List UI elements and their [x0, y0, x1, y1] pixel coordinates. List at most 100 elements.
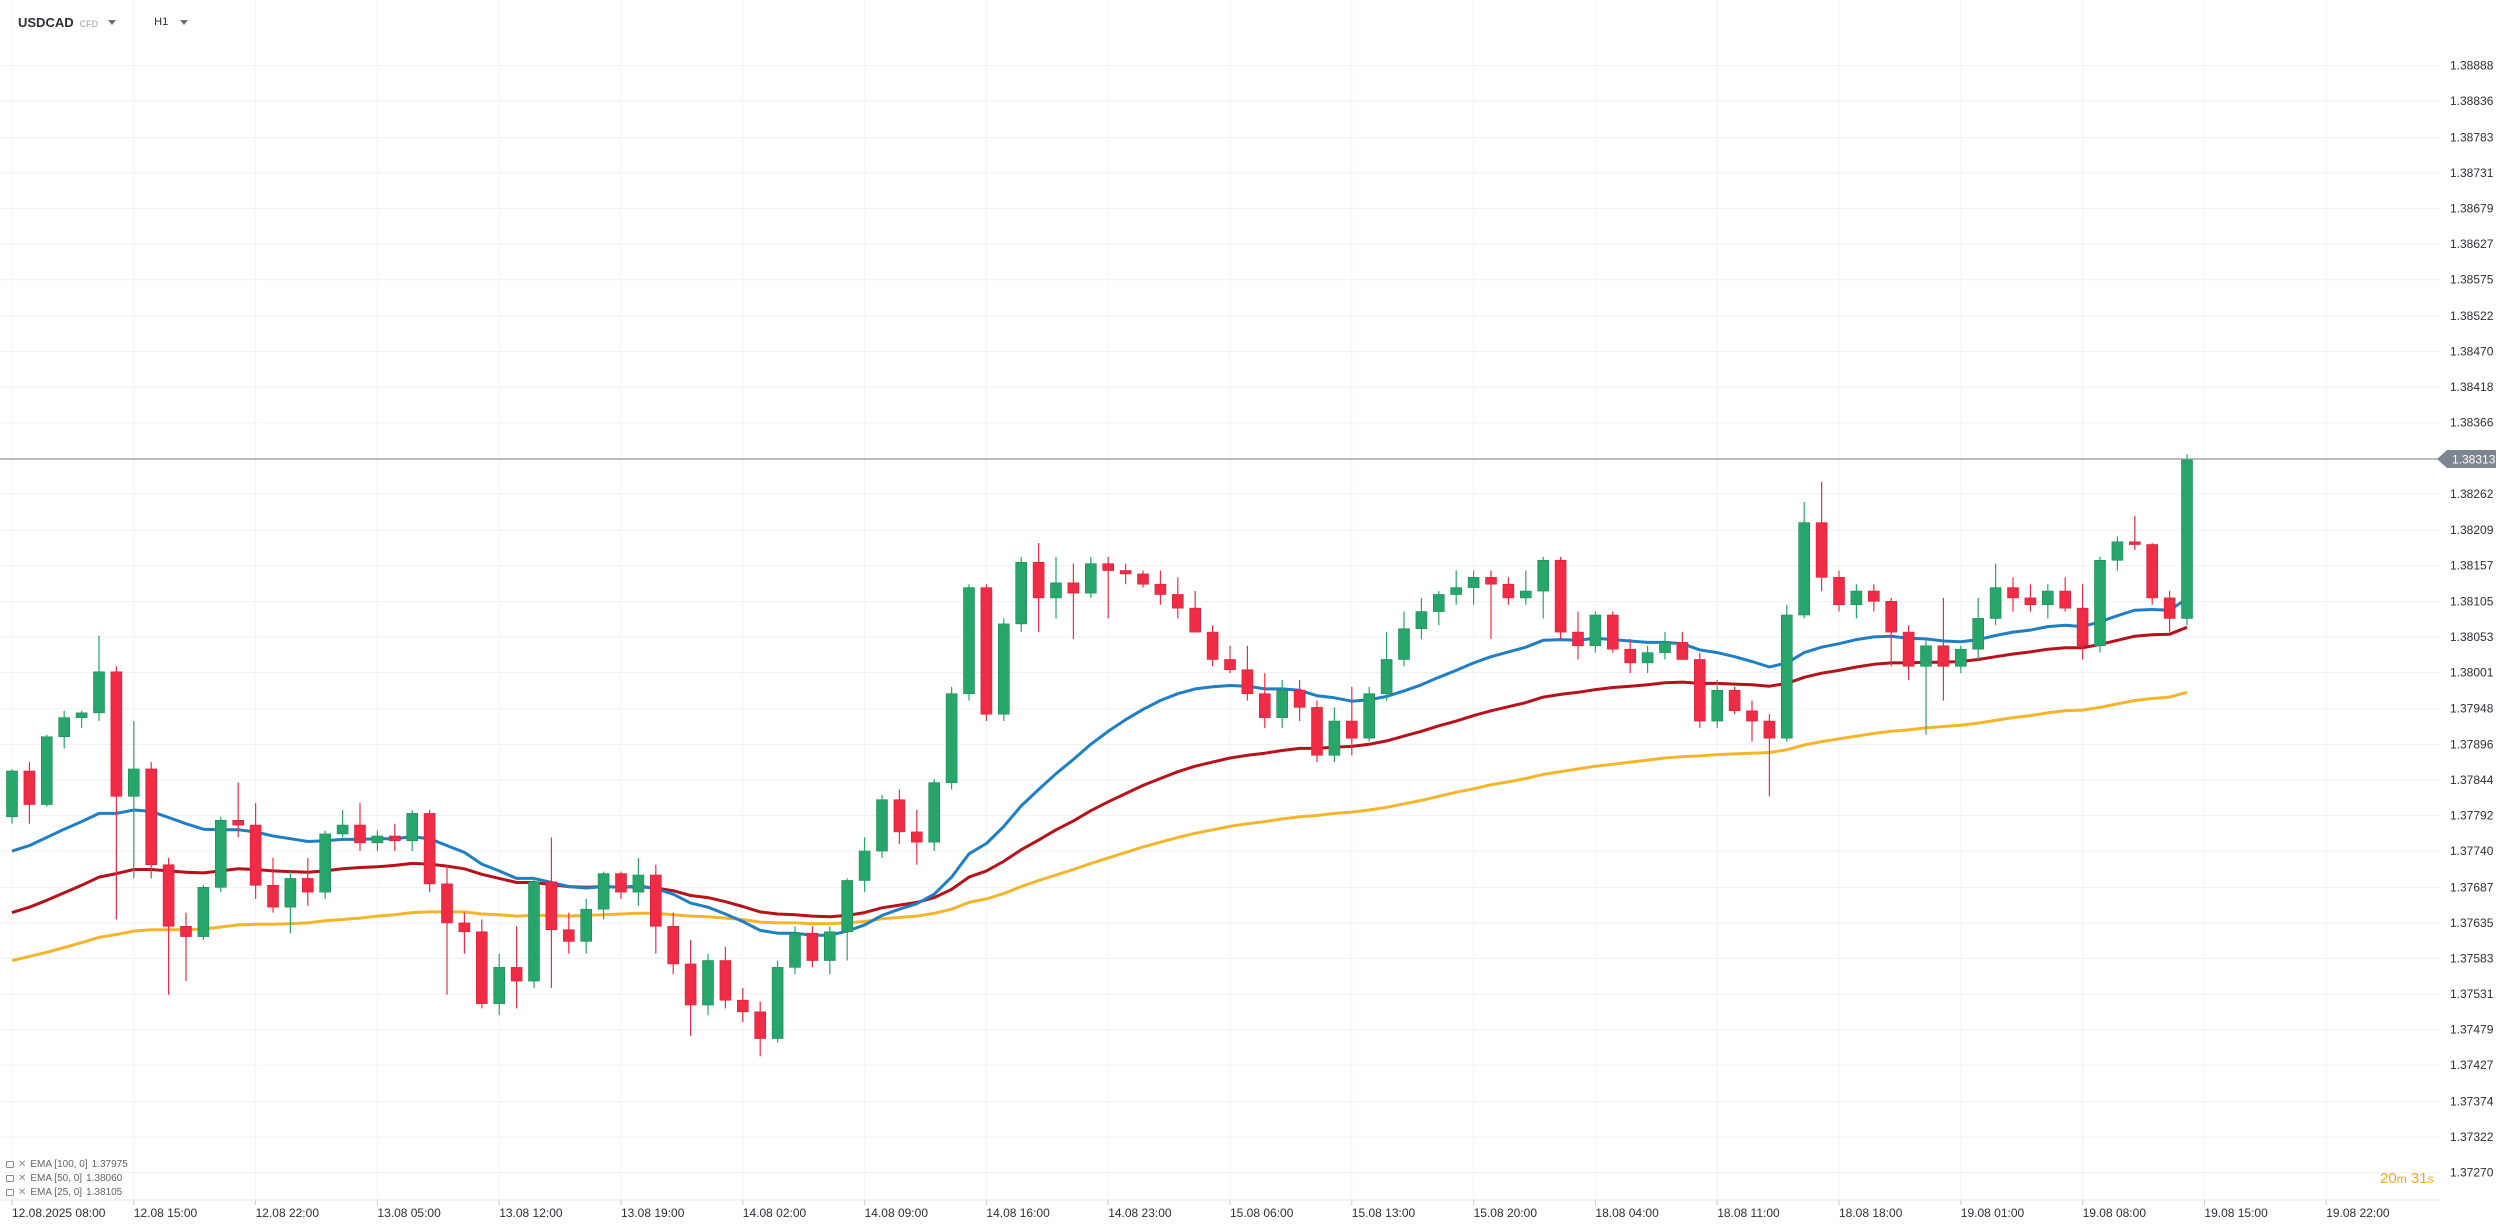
candle[interactable]	[2111, 536, 2124, 571]
candle[interactable]	[267, 857, 279, 913]
candle[interactable]	[806, 926, 819, 968]
candle[interactable]	[963, 584, 975, 701]
candle[interactable]	[1781, 604, 1793, 742]
candle[interactable]	[1346, 686, 1358, 756]
candle[interactable]	[545, 837, 558, 988]
candle[interactable]	[754, 1001, 767, 1057]
candle[interactable]	[406, 810, 419, 852]
candle[interactable]	[1955, 645, 1967, 674]
candle[interactable]	[1085, 556, 1097, 598]
candle[interactable]	[1467, 570, 1480, 605]
candle[interactable]	[180, 912, 192, 982]
candle[interactable]	[458, 912, 471, 954]
candle[interactable]	[997, 618, 1010, 722]
close-icon[interactable]: ✕	[18, 1186, 27, 1198]
candle[interactable]	[1259, 673, 1271, 728]
candle[interactable]	[284, 871, 297, 934]
candle[interactable]	[2181, 454, 2193, 626]
candle[interactable]	[1311, 700, 1323, 763]
candle[interactable]	[388, 823, 401, 852]
candle[interactable]	[1502, 577, 1515, 605]
candle[interactable]	[597, 871, 610, 920]
indicator-settings-icon[interactable]	[6, 1160, 14, 1168]
candle[interactable]	[2146, 543, 2158, 605]
candle[interactable]	[841, 878, 854, 961]
candle[interactable]	[719, 946, 732, 1009]
candle[interactable]	[1328, 707, 1341, 763]
candle[interactable]	[1032, 543, 1045, 633]
legend-item-ema50[interactable]: ✕ EMA [50, 0] 1.38060	[6, 1171, 128, 1185]
candle[interactable]	[493, 953, 506, 1016]
candle[interactable]	[649, 864, 662, 954]
candle[interactable]	[301, 857, 314, 906]
candle[interactable]	[1172, 577, 1184, 619]
close-icon[interactable]: ✕	[18, 1172, 27, 1184]
candle[interactable]	[1554, 556, 1567, 639]
candle[interactable]	[1224, 645, 1236, 674]
candle[interactable]	[1450, 570, 1462, 605]
candle[interactable]	[232, 782, 244, 838]
candle[interactable]	[1641, 645, 1654, 674]
candle[interactable]	[1102, 556, 1114, 619]
candle[interactable]	[528, 878, 540, 988]
candle[interactable]	[215, 816, 227, 893]
candle[interactable]	[1659, 632, 1671, 660]
candle[interactable]	[684, 940, 697, 1036]
candle[interactable]	[1746, 700, 1758, 742]
candle[interactable]	[1920, 638, 1932, 735]
candle[interactable]	[789, 926, 801, 975]
candle[interactable]	[771, 960, 784, 1043]
candle[interactable]	[910, 810, 923, 865]
candle[interactable]	[580, 898, 593, 954]
candle[interactable]	[319, 830, 332, 899]
candle[interactable]	[1833, 570, 1845, 612]
candle[interactable]	[1937, 597, 1950, 701]
candle[interactable]	[336, 810, 349, 838]
candle[interactable]	[475, 919, 488, 1009]
candle[interactable]	[441, 864, 453, 995]
candle[interactable]	[1972, 597, 1984, 660]
candle[interactable]	[423, 810, 436, 893]
candle[interactable]	[1050, 556, 1062, 619]
candle[interactable]	[1015, 556, 1028, 633]
candle[interactable]	[110, 666, 123, 920]
candle[interactable]	[1728, 686, 1741, 715]
indicator-settings-icon[interactable]	[6, 1174, 14, 1182]
candle[interactable]	[893, 789, 906, 845]
candle[interactable]	[1763, 714, 1776, 797]
candle[interactable]	[1798, 502, 1810, 619]
candle[interactable]	[1485, 570, 1497, 639]
candle[interactable]	[1241, 645, 1254, 701]
close-icon[interactable]: ✕	[18, 1158, 27, 1170]
candle[interactable]	[2076, 584, 2089, 660]
legend-item-ema100[interactable]: ✕ EMA [100, 0] 1.37975	[6, 1157, 128, 1171]
candle[interactable]	[2059, 577, 2071, 612]
candle[interactable]	[1520, 570, 1532, 605]
candle[interactable]	[736, 987, 749, 1023]
candle[interactable]	[632, 857, 645, 906]
candle[interactable]	[1815, 481, 1828, 592]
candle[interactable]	[354, 803, 366, 852]
candle[interactable]	[1885, 597, 1897, 667]
candle[interactable]	[1589, 611, 1602, 653]
candle[interactable]	[93, 635, 105, 722]
candle[interactable]	[23, 762, 36, 824]
candle[interactable]	[2094, 556, 2106, 653]
candle[interactable]	[162, 857, 175, 995]
candle[interactable]	[1154, 570, 1167, 605]
candle[interactable]	[1293, 680, 1306, 722]
candle[interactable]	[945, 686, 958, 790]
candle[interactable]	[1137, 570, 1149, 588]
candle[interactable]	[249, 803, 262, 899]
candle[interactable]	[1572, 611, 1584, 660]
candle[interactable]	[615, 871, 627, 899]
candle[interactable]	[371, 830, 384, 852]
candle[interactable]	[1868, 584, 1880, 612]
candle[interactable]	[2163, 591, 2176, 633]
candle[interactable]	[145, 762, 157, 879]
candle[interactable]	[1676, 632, 1689, 660]
candle[interactable]	[667, 912, 680, 975]
candle[interactable]	[1398, 611, 1410, 667]
candle[interactable]	[1850, 584, 1863, 619]
